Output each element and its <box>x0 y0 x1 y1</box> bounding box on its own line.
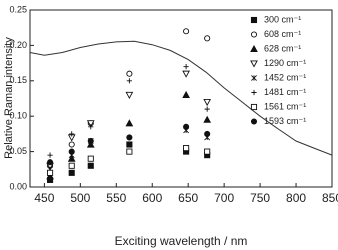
spectrum-line <box>29 40 333 156</box>
marker-circle <box>47 159 54 166</box>
marker-triangle <box>46 172 54 180</box>
marker-triangle-down <box>203 98 212 107</box>
marker-triangle <box>182 90 190 99</box>
legend-label: 1481 cm⁻¹ <box>264 87 306 97</box>
plot-frame <box>29 9 333 188</box>
marker-triangle <box>86 140 95 148</box>
x-tick-label: 700 <box>214 191 234 205</box>
marker-circle <box>183 123 190 130</box>
marker-circle-open <box>183 28 190 35</box>
marker-square-open <box>47 169 54 176</box>
legend-label: 300 cm⁻¹ <box>264 14 301 24</box>
x-tick-label: 450 <box>34 191 54 205</box>
marker-square-open <box>250 103 258 111</box>
legend-label: 1593 cm⁻¹ <box>264 116 306 126</box>
x-axis-label: Exciting wavelength / nm <box>115 234 248 248</box>
marker-circle <box>87 137 94 145</box>
legend-label: 1561 cm⁻¹ <box>264 101 306 111</box>
marker-square-open <box>204 148 211 155</box>
x-tick-label: 550 <box>106 191 126 205</box>
marker-circle-open <box>68 141 75 148</box>
marker-square-open <box>126 148 133 155</box>
marker-circle <box>250 118 258 125</box>
marker-star <box>126 141 133 148</box>
x-tick-label: 650 <box>178 191 198 205</box>
marker-plus <box>69 131 75 137</box>
x-tick-label: 600 <box>142 191 162 205</box>
marker-plus <box>204 106 210 112</box>
marker-triangle <box>203 115 212 123</box>
legend-label: 1290 cm⁻¹ <box>264 58 306 68</box>
marker-plus <box>183 64 189 70</box>
marker-circle-open <box>126 70 133 77</box>
marker-circle <box>68 148 75 155</box>
marker-circle <box>204 130 211 137</box>
y-tick-label: 0.25 <box>9 4 27 14</box>
legend-label: 1452 cm⁻¹ <box>264 72 306 82</box>
marker-square <box>250 16 258 24</box>
marker-plus <box>88 124 94 130</box>
marker-square-open <box>183 145 190 152</box>
x-tick-label: 500 <box>70 191 90 205</box>
y-tick-label: 0.10 <box>9 111 27 121</box>
marker-triangle <box>67 154 76 162</box>
legend-label: 608 cm⁻¹ <box>264 29 301 39</box>
marker-triangle-down <box>125 91 134 100</box>
marker-circle-open <box>204 35 211 42</box>
marker-star <box>251 75 257 81</box>
marker-circle <box>126 134 133 141</box>
marker-square <box>87 162 94 169</box>
x-tick-label: 800 <box>286 191 306 205</box>
marker-circle-open <box>250 31 258 38</box>
legend-label: 628 cm⁻¹ <box>264 43 301 53</box>
marker-triangle <box>250 44 258 53</box>
marker-triangle <box>125 119 134 127</box>
x-tick-label: 750 <box>250 191 270 205</box>
marker-triangle-down <box>86 120 95 128</box>
y-axis-label: Relative Raman intensity <box>3 37 15 159</box>
y-tick-label: 0.00 <box>9 181 27 191</box>
y-tick-label: 0.20 <box>9 40 27 50</box>
marker-square <box>68 169 75 176</box>
marker-triangle-down <box>250 60 258 68</box>
y-tick-label: 0.05 <box>9 146 27 156</box>
x-tick-label: 850 <box>322 191 338 205</box>
marker-square-open <box>68 162 75 169</box>
marker-plus <box>251 89 257 96</box>
marker-plus <box>126 78 132 84</box>
marker-square-open <box>87 155 94 162</box>
marker-triangle-down <box>182 70 190 78</box>
y-tick-label: 0.15 <box>9 75 27 85</box>
marker-plus <box>47 152 53 158</box>
